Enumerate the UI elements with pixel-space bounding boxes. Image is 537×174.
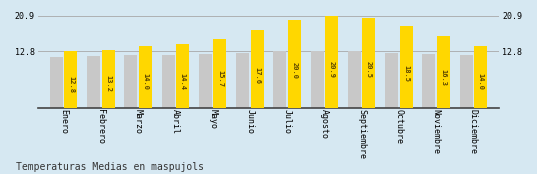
Bar — [236, 53, 249, 108]
Text: 20.9: 20.9 — [329, 61, 335, 78]
Bar — [348, 52, 361, 108]
Bar — [400, 26, 412, 108]
Bar — [362, 18, 375, 108]
Text: 20.5: 20.5 — [366, 61, 372, 78]
Bar — [101, 50, 115, 108]
Bar — [310, 52, 324, 108]
Bar — [288, 20, 301, 108]
Text: 14.4: 14.4 — [180, 73, 186, 90]
Bar — [385, 53, 398, 108]
Text: 12.8: 12.8 — [68, 76, 74, 93]
Text: 20.0: 20.0 — [292, 62, 297, 79]
Bar — [125, 56, 137, 108]
Text: 14.0: 14.0 — [142, 73, 148, 90]
Bar — [422, 54, 436, 108]
Text: Temperaturas Medias en maspujols: Temperaturas Medias en maspujols — [16, 162, 204, 172]
Text: 15.7: 15.7 — [217, 70, 223, 87]
Bar — [87, 56, 100, 108]
Bar — [162, 55, 175, 108]
Text: 13.2: 13.2 — [105, 75, 111, 92]
Bar — [139, 46, 152, 108]
Text: 16.3: 16.3 — [440, 69, 446, 86]
Bar — [273, 52, 286, 108]
Bar — [460, 55, 473, 108]
Bar — [325, 16, 338, 108]
Bar — [474, 46, 487, 108]
Bar — [213, 39, 227, 108]
Bar — [176, 44, 189, 108]
Bar — [199, 54, 212, 108]
Text: 18.5: 18.5 — [403, 65, 409, 82]
Bar — [50, 57, 63, 108]
Bar — [437, 36, 450, 108]
Bar — [64, 52, 77, 108]
Text: 14.0: 14.0 — [477, 73, 484, 90]
Text: 17.6: 17.6 — [254, 67, 260, 84]
Bar — [251, 30, 264, 108]
